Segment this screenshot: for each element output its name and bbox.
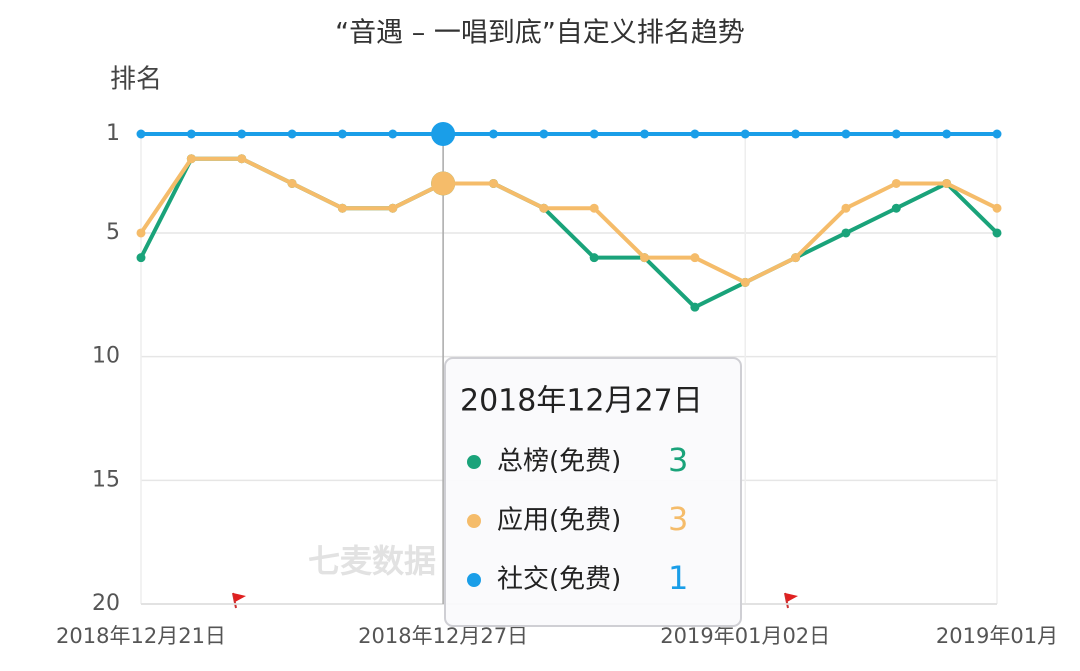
data-point: [942, 178, 952, 188]
tooltip-value: 3: [668, 500, 688, 538]
series-line: [139, 156, 998, 285]
data-point: [388, 129, 398, 139]
data-point: [337, 203, 347, 213]
data-point: [690, 302, 700, 312]
data-point: [841, 203, 851, 213]
data-point: [942, 129, 952, 139]
y-axis-label: 排名: [110, 65, 162, 95]
data-point: [891, 203, 901, 213]
data-point: [337, 129, 347, 139]
data-point: [388, 203, 398, 213]
watermark: 七麦数据: [308, 542, 436, 580]
data-point: [136, 129, 146, 139]
data-point: [539, 203, 549, 213]
data-point: [589, 253, 599, 263]
x-tick-label: 2019年01月02日: [660, 624, 830, 648]
data-point: [431, 122, 456, 146]
tooltip-title: 2018年12月27日: [460, 384, 703, 419]
flag: [232, 592, 246, 609]
data-point: [186, 129, 196, 139]
data-point: [992, 203, 1002, 213]
x-tick-label: 2018年12月27日: [358, 624, 528, 648]
data-point: [589, 129, 599, 139]
data-point: [891, 178, 901, 188]
data-point: [237, 154, 247, 164]
legend-label: 社交(免费): [497, 565, 621, 595]
y-tick-label: 1: [106, 121, 120, 146]
data-point: [740, 129, 750, 139]
data-point: [740, 277, 750, 287]
flag: [784, 592, 798, 609]
tooltip-value: 1: [668, 559, 688, 597]
data-point: [791, 129, 801, 139]
data-point: [992, 129, 1002, 139]
data-point: [287, 178, 297, 188]
data-point: [589, 203, 599, 213]
data-point: [690, 253, 700, 263]
data-point: [640, 253, 650, 263]
tooltip-value: 3: [668, 441, 688, 479]
data-point: [891, 129, 901, 139]
data-point: [841, 228, 851, 238]
x-tick-label: 2018年12月21日: [56, 624, 226, 648]
y-tick-label: 15: [92, 467, 120, 492]
data-point: [488, 129, 498, 139]
data-point: [287, 129, 297, 139]
legend-marker: [467, 573, 481, 587]
y-tick-label: 20: [92, 591, 120, 616]
data-point: [431, 171, 456, 196]
data-point: [186, 154, 196, 164]
legend-label: 总榜(免费): [497, 447, 621, 477]
legend-marker: [467, 455, 481, 469]
y-tick-label: 10: [92, 344, 120, 369]
data-point: [539, 129, 549, 139]
chart-title: “音遇 – 一唱到底”自定义排名趋势: [335, 18, 745, 49]
data-point: [690, 129, 700, 139]
data-point: [488, 178, 498, 188]
data-point: [237, 129, 247, 139]
data-point: [791, 253, 801, 263]
y-tick-label: 5: [106, 220, 120, 245]
tooltip-box: [444, 357, 742, 627]
data-point: [841, 129, 851, 139]
data-point: [992, 228, 1002, 238]
legend-label: 应用(免费): [497, 506, 621, 536]
data-point: [136, 228, 146, 238]
data-point: [640, 129, 650, 139]
legend-marker: [467, 514, 481, 528]
x-tick-label: 2019年01月: [936, 624, 1058, 648]
data-point: [136, 253, 146, 263]
